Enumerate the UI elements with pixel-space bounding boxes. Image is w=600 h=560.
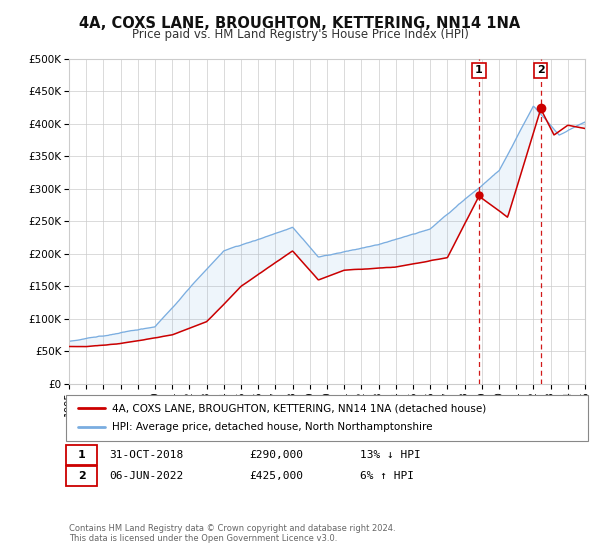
Text: Contains HM Land Registry data © Crown copyright and database right 2024.: Contains HM Land Registry data © Crown c…: [69, 524, 395, 533]
Text: Price paid vs. HM Land Registry's House Price Index (HPI): Price paid vs. HM Land Registry's House …: [131, 28, 469, 41]
Text: 06-JUN-2022: 06-JUN-2022: [109, 471, 184, 481]
Text: 4A, COXS LANE, BROUGHTON, KETTERING, NN14 1NA (detached house): 4A, COXS LANE, BROUGHTON, KETTERING, NN1…: [112, 404, 487, 413]
Text: 1: 1: [475, 66, 483, 75]
Text: 13% ↓ HPI: 13% ↓ HPI: [360, 450, 421, 460]
Text: 6% ↑ HPI: 6% ↑ HPI: [360, 471, 414, 481]
Text: £425,000: £425,000: [249, 471, 303, 481]
Text: £290,000: £290,000: [249, 450, 303, 460]
Text: This data is licensed under the Open Government Licence v3.0.: This data is licensed under the Open Gov…: [69, 534, 337, 543]
Text: 1: 1: [78, 450, 85, 460]
Text: 2: 2: [78, 471, 85, 481]
Text: 4A, COXS LANE, BROUGHTON, KETTERING, NN14 1NA: 4A, COXS LANE, BROUGHTON, KETTERING, NN1…: [79, 16, 521, 31]
Text: 2: 2: [537, 66, 545, 75]
Text: HPI: Average price, detached house, North Northamptonshire: HPI: Average price, detached house, Nort…: [112, 422, 433, 432]
Text: 31-OCT-2018: 31-OCT-2018: [109, 450, 184, 460]
